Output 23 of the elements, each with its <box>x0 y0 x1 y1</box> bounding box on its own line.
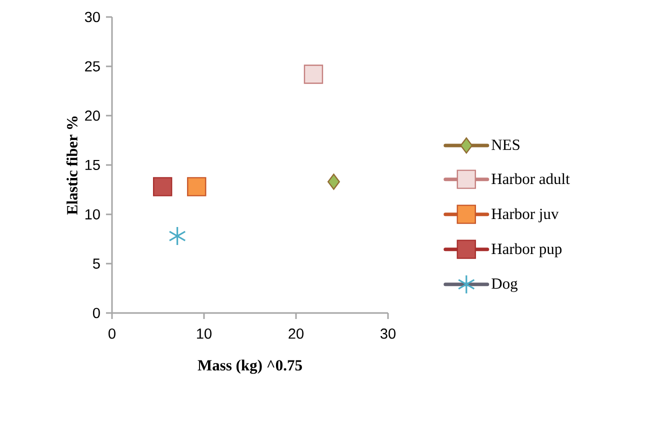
y-tick-label: 0 <box>92 308 100 318</box>
legend-label: Harbor juv <box>492 208 559 222</box>
point <box>304 64 324 84</box>
y-tick-label: 20 <box>85 110 100 121</box>
x-tick-label: 10 <box>197 328 212 339</box>
legend-label: Harbor adult <box>492 173 570 184</box>
x-tick-label: 20 <box>288 328 304 339</box>
x-tick-label: 0 <box>108 328 116 339</box>
point <box>328 174 340 190</box>
y-tick-label: 25 <box>85 61 100 72</box>
point <box>168 226 186 246</box>
legend-label: Harbor pup <box>492 243 562 258</box>
legend-label: NES <box>492 140 520 150</box>
y-tick-label: 30 <box>84 12 100 22</box>
point <box>153 177 172 196</box>
y-tick-label: 10 <box>85 209 100 220</box>
y-tick-label: 5 <box>92 258 100 269</box>
y-axis-title: Elastic fiber % <box>66 116 78 215</box>
y-tick-label: 15 <box>85 160 100 170</box>
point <box>187 177 206 196</box>
x-axis-title: Mass (kg) ^0.75 <box>198 360 302 374</box>
legend-label: Dog <box>492 278 518 292</box>
x-tick-label: 30 <box>380 328 396 339</box>
